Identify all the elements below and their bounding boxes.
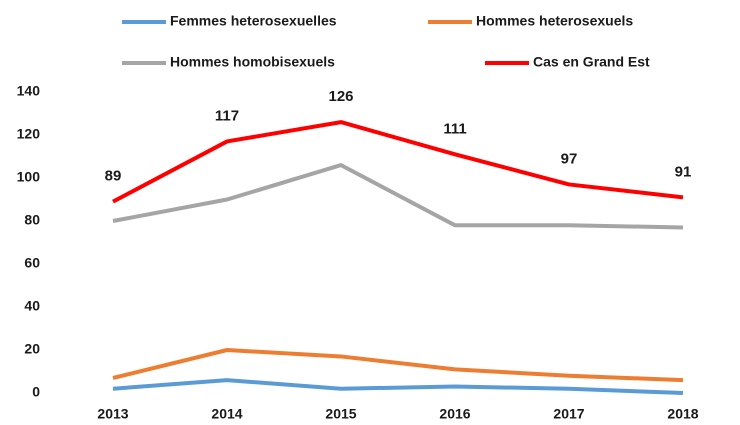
data-label: 97: [561, 150, 578, 167]
x-tick-label: 2014: [211, 406, 242, 422]
legend-label: Hommes homobisexuels: [170, 54, 335, 70]
legend-label: Cas en Grand Est: [533, 54, 650, 70]
legend-label: Femmes heterosexuelles: [170, 13, 337, 29]
series-line: [112, 163, 684, 230]
data-label: 117: [215, 107, 239, 124]
y-tick-label: 60: [24, 255, 40, 271]
x-tick-label: 2016: [439, 406, 470, 422]
y-tick-label: 100: [17, 169, 41, 185]
data-label: 111: [443, 120, 466, 137]
series-line: [112, 378, 684, 395]
y-tick-label: 80: [24, 212, 40, 228]
data-label: 89: [105, 168, 122, 185]
series-line: [112, 120, 684, 204]
y-tick-label: 140: [17, 83, 41, 99]
y-tick-label: 120: [17, 126, 41, 142]
y-tick-label: 0: [32, 384, 40, 400]
data-label: 126: [328, 88, 353, 105]
series-line: [112, 348, 684, 383]
y-tick-label: 40: [24, 298, 40, 314]
data-label: 91: [675, 163, 692, 180]
x-tick-label: 2015: [325, 406, 356, 422]
x-tick-label: 2013: [97, 406, 128, 422]
x-tick-label: 2018: [667, 406, 698, 422]
x-tick-label: 2017: [553, 406, 584, 422]
y-tick-label: 20: [24, 341, 40, 357]
legend-label: Hommes heterosexuels: [476, 13, 633, 29]
